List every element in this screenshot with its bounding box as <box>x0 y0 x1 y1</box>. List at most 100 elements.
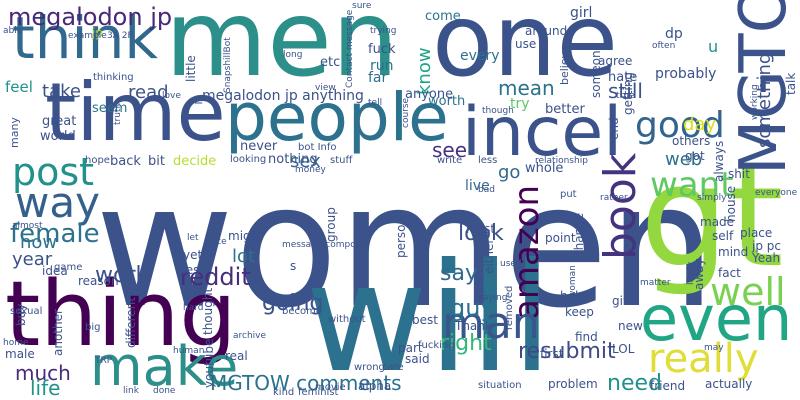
word-real: real <box>225 349 248 363</box>
word-may: may <box>704 343 724 353</box>
word-mgtow: MGTOW <box>727 0 800 175</box>
word-end: end <box>607 117 621 140</box>
word-people: people <box>225 79 449 156</box>
word-rather: rather <box>600 193 628 203</box>
word-every: every <box>460 48 500 64</box>
word-put: put <box>560 189 577 200</box>
word-use: use <box>515 37 536 51</box>
word-hard: hard <box>183 303 203 313</box>
word-tell: tell <box>368 98 382 108</box>
word-matter: matter <box>640 278 671 288</box>
word-looking: looking <box>230 154 266 165</box>
word-something: something <box>754 53 775 148</box>
word-working: working <box>750 84 760 120</box>
word-either: either <box>482 239 496 274</box>
word-help: help <box>560 289 586 303</box>
word-think: think <box>12 4 158 72</box>
word-dp: dp <box>665 26 683 42</box>
word-stuff: stuff <box>330 155 353 166</box>
word-link: link <box>123 386 140 396</box>
word-alpha: alpha <box>358 379 391 393</box>
word-u: u <box>708 37 718 56</box>
word-actually: actually <box>705 377 752 391</box>
word-etc: etc <box>320 55 340 70</box>
word-around: around <box>525 24 567 38</box>
word-go: go <box>498 162 520 183</box>
word-amazon: amazon <box>507 185 547 320</box>
word-try: try <box>510 96 530 112</box>
word-reason: reason <box>78 274 119 288</box>
word-better: better <box>545 102 585 117</box>
word-relationship: relationship <box>535 156 588 166</box>
word-resubmit: resubmit <box>518 339 616 364</box>
word-megalodon-jp-anything: _megalodon jp anything <box>194 88 364 104</box>
word-worth: worth <box>428 94 465 109</box>
word-still: still <box>608 79 643 103</box>
word-person: person <box>394 217 408 258</box>
word-big: big <box>85 322 100 333</box>
word-kind: kind <box>273 387 294 398</box>
word-far: far <box>368 70 388 86</box>
word-another: another <box>51 309 65 356</box>
word-almost: almost <box>12 221 43 231</box>
word-never: never <box>240 139 278 154</box>
word-contact-message: Contact message <box>345 9 355 88</box>
word-feel: feel <box>5 78 33 96</box>
word-snapshillbot: SnapshillBot <box>223 37 233 93</box>
word-group: group <box>324 207 338 242</box>
word-work: work <box>95 263 148 288</box>
word-want: want <box>650 165 734 205</box>
word-know: know <box>414 47 435 95</box>
word-take: take <box>42 81 81 102</box>
word-little: little <box>184 55 198 82</box>
word-say: say <box>440 261 478 286</box>
word-jp-pc: jp pc <box>751 239 781 253</box>
word-bad: bad <box>478 185 495 195</box>
word-female: female <box>10 219 100 249</box>
word-agree: agree <box>598 54 632 68</box>
word-lot: lot <box>232 246 255 267</box>
word-everyone: everyone <box>755 188 798 198</box>
word-sexual: sexual <box>10 306 42 317</box>
word-lol: LOL <box>612 342 635 356</box>
word-feminist: feminist <box>298 387 339 398</box>
word-girl: girl <box>570 5 592 21</box>
word-see: see <box>432 138 467 162</box>
word-jp: jp <box>91 26 103 40</box>
word-done: done <box>153 386 176 396</box>
word-hate: hate <box>608 70 637 85</box>
word-saying: saying <box>478 293 507 303</box>
word-true: true <box>616 91 635 101</box>
word-life: life <box>30 376 60 400</box>
word-back: back <box>110 154 141 169</box>
word-women: women <box>95 148 716 346</box>
word-care: care <box>382 362 404 373</box>
word-keep: keep <box>565 305 594 319</box>
word-talk: talk <box>784 73 798 95</box>
word-become: become <box>282 306 322 317</box>
word-enough: enough <box>356 218 370 263</box>
word-said: said <box>405 352 430 366</box>
word-removed: removed <box>504 286 515 330</box>
word-without: without <box>328 314 366 325</box>
word-always: always <box>712 141 726 182</box>
word-going: going <box>262 291 323 316</box>
word-good: good <box>635 105 725 146</box>
word-mgtow-comments: MGTOW comments <box>210 371 402 395</box>
word-much: much <box>15 361 71 385</box>
word-live: live <box>465 178 490 194</box>
word-archive: archive <box>233 331 266 341</box>
word-buy: buy <box>14 304 28 326</box>
word-time: time <box>45 66 226 159</box>
word-home: home <box>3 338 29 348</box>
word-others: others <box>672 134 710 148</box>
word-idea: idea <box>42 264 68 278</box>
word-view: view <box>315 83 336 93</box>
word-best: best <box>412 313 438 327</box>
word-movie: movie <box>315 382 346 393</box>
word-anyone: anyone <box>405 87 453 102</box>
word-woman: woman <box>568 265 578 298</box>
word-men: men <box>165 0 398 100</box>
word-used: used <box>500 259 522 269</box>
